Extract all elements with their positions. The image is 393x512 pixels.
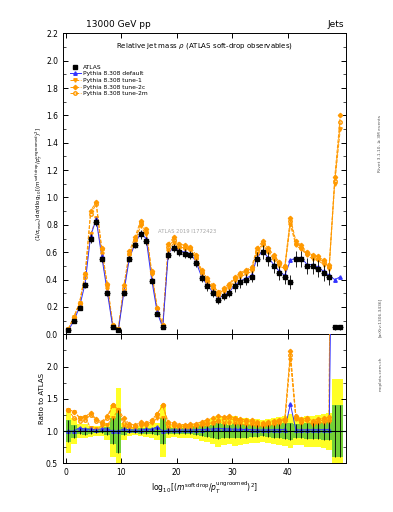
Text: Jets: Jets: [327, 20, 344, 30]
Text: mcplots.cern.ch: mcplots.cern.ch: [378, 356, 382, 391]
Text: Rivet 3.1.10, ≥ 3M events: Rivet 3.1.10, ≥ 3M events: [378, 115, 382, 172]
Y-axis label: $(1/\sigma_\mathrm{resm})\,\mathrm{d}\sigma/\mathrm{d}\log_{10}[(m^\mathrm{soft\: $(1/\sigma_\mathrm{resm})\,\mathrm{d}\si…: [33, 127, 44, 241]
Text: 13000 GeV pp: 13000 GeV pp: [86, 20, 150, 30]
Y-axis label: Ratio to ATLAS: Ratio to ATLAS: [39, 373, 44, 424]
Legend: ATLAS, Pythia 8.308 default, Pythia 8.308 tune-1, Pythia 8.308 tune-2c, Pythia 8: ATLAS, Pythia 8.308 default, Pythia 8.30…: [69, 63, 149, 98]
Text: Relative jet mass $\rho$ (ATLAS soft-drop observables): Relative jet mass $\rho$ (ATLAS soft-dro…: [116, 41, 293, 51]
Text: ATLAS 2019 I1772423: ATLAS 2019 I1772423: [158, 229, 217, 234]
Text: [arXiv:1306.3436]: [arXiv:1306.3436]: [378, 298, 382, 337]
X-axis label: $\log_{10}[(m^\mathrm{soft\,drop}/p_T^\mathrm{ungroomed})^2]$: $\log_{10}[(m^\mathrm{soft\,drop}/p_T^\m…: [151, 480, 258, 496]
